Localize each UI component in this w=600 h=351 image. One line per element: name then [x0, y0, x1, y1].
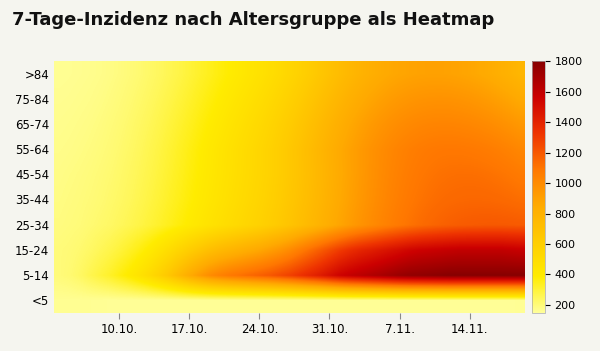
Text: 7-Tage-Inzidenz nach Altersgruppe als Heatmap: 7-Tage-Inzidenz nach Altersgruppe als He… — [12, 11, 494, 28]
